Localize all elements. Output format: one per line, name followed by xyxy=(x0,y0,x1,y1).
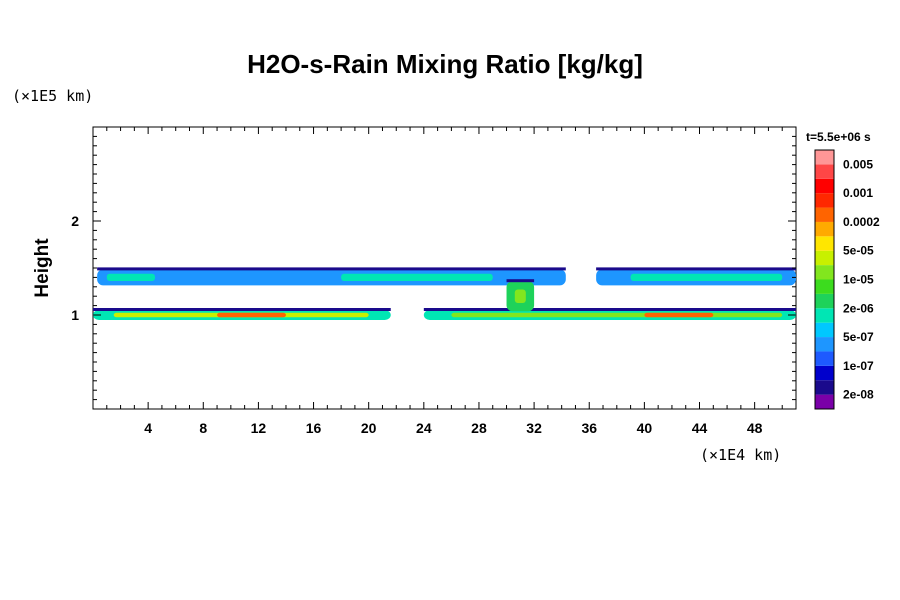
colorbar-label-5: 5e-05 xyxy=(843,244,874,258)
chart-title: H2O-s-Rain Mixing Ratio [kg/kg] xyxy=(247,49,643,79)
x-tick-label-40: 40 xyxy=(637,420,653,436)
x-tick-label-20: 20 xyxy=(361,420,377,436)
band-fringe-upper-0 xyxy=(97,267,566,271)
colorbar-swatch-12 xyxy=(815,221,834,237)
band-fringe-column-0 xyxy=(506,279,535,283)
band-core-upper-0 xyxy=(106,273,156,281)
colorbar-label-6: 0.0002 xyxy=(843,215,880,229)
colorbar-label-7: 0.001 xyxy=(843,186,873,200)
band-core-lower-1 xyxy=(451,312,783,318)
colorbar-label-3: 2e-06 xyxy=(843,301,874,315)
y-tick-label-1: 1 xyxy=(71,307,79,323)
y-ticks: 12 xyxy=(71,135,796,401)
x-tick-label-48: 48 xyxy=(747,420,763,436)
colorbar-swatch-8 xyxy=(815,279,834,294)
colorbar-label-2: 5e-07 xyxy=(843,330,874,344)
colorbar-swatch-1 xyxy=(815,380,834,395)
band-fringe-lower-1 xyxy=(423,308,796,311)
colorbar-label-8: 0.005 xyxy=(843,157,873,171)
colorbar-label-4: 1e-05 xyxy=(843,273,874,287)
x-tick-label-44: 44 xyxy=(692,420,708,436)
band-core-lower-3 xyxy=(644,312,714,318)
y-unit-label: (×1E5 km) xyxy=(12,87,93,105)
colorbar-swatch-0 xyxy=(815,394,834,409)
colorbar-swatch-7 xyxy=(815,293,834,309)
colorbar-frame xyxy=(814,149,835,410)
band-core-upper-1 xyxy=(341,273,493,281)
plot-area: 4 8 12 16 20 24 28 32 36 40 44 48 12 xyxy=(71,126,797,436)
y-axis-title: Height xyxy=(32,238,53,298)
band-core-lower-2 xyxy=(217,312,286,318)
colorbar: 2e-08 1e-07 5e-07 2e-06 1e-05 5e-05 0.0002 0.00… xyxy=(814,149,880,410)
band-core-upper-2 xyxy=(630,273,783,281)
x-tick-label-16: 16 xyxy=(306,420,322,436)
colorbar-swatch-16 xyxy=(815,164,834,179)
data-field xyxy=(93,267,796,320)
colorbar-label-1: 1e-07 xyxy=(843,359,874,373)
x-tick-label-36: 36 xyxy=(581,420,597,436)
colorbar-swatch-3 xyxy=(815,351,834,366)
colorbar-swatch-17 xyxy=(815,150,834,165)
x-tick-label-8: 8 xyxy=(199,420,207,436)
x-tick-label-32: 32 xyxy=(526,420,542,436)
colorbar-swatch-15 xyxy=(815,178,834,194)
colorbar-swatch-2 xyxy=(815,365,834,381)
x-tick-label-28: 28 xyxy=(471,420,487,436)
x-unit-label: (×1E4 km) xyxy=(700,446,781,464)
time-label: t=5.5e+06 s xyxy=(806,130,871,144)
x-tick-label-12: 12 xyxy=(251,420,267,436)
x-ticks: 4 8 12 16 20 24 28 32 36 40 44 48 xyxy=(106,127,783,436)
band-fringe-upper-1 xyxy=(596,267,796,271)
colorbar-label-0: 2e-08 xyxy=(843,388,874,402)
x-tick-label-4: 4 xyxy=(144,420,152,436)
band-fringe-lower-0 xyxy=(93,308,391,311)
band-upper-0 xyxy=(97,269,566,286)
colorbar-swatch-10 xyxy=(815,250,834,266)
colorbar-swatch-11 xyxy=(815,236,834,251)
band-core-column-0 xyxy=(514,289,526,303)
colorbar-swatch-9 xyxy=(815,265,834,280)
colorbar-swatch-14 xyxy=(815,193,834,208)
y-tick-label-2: 2 xyxy=(71,213,79,229)
colorbar-swatch-6 xyxy=(815,308,834,323)
colorbar-swatch-5 xyxy=(815,322,834,338)
colorbar-swatch-4 xyxy=(815,337,834,352)
colorbar-swatch-13 xyxy=(815,207,834,222)
x-tick-label-24: 24 xyxy=(416,420,432,436)
